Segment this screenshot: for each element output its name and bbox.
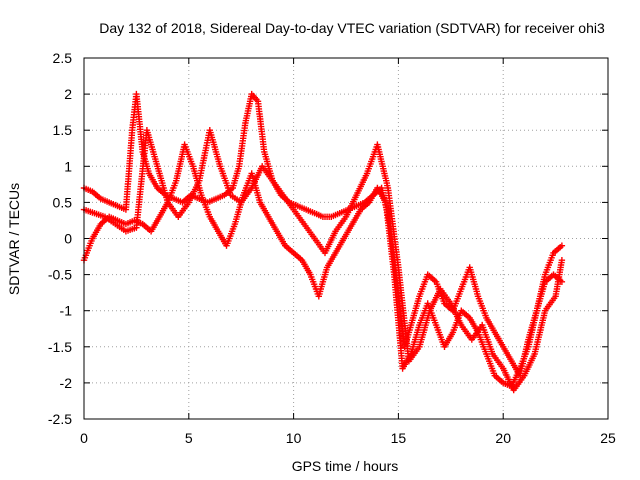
plot-frame [83, 57, 609, 420]
x-tick-label: 5 [185, 430, 193, 446]
y-tick-label: 2.5 [53, 50, 73, 66]
series-track-c [80, 127, 566, 394]
x-tick-label: 15 [391, 430, 407, 446]
x-tick-label: 10 [286, 430, 302, 446]
series-track-b [80, 141, 566, 390]
tick-labels: 0 5 10 15 20 25 -2.5 -2 -1.5 -1 -0.5 0 0.5 1 1.5 2 2.5 [48, 50, 616, 446]
y-tick-label: 0 [64, 231, 72, 247]
y-tick-label: -0.5 [48, 267, 72, 283]
data-points [80, 90, 566, 394]
y-tick-label: 2 [64, 86, 72, 102]
chart-title: Day 132 of 2018, Sidereal Day-to-day VTE… [99, 20, 605, 36]
y-axis-label: SDTVAR / TECUs [6, 183, 22, 295]
x-axis-label: GPS time / hours [292, 458, 399, 474]
y-tick-label: -1.5 [48, 339, 72, 355]
x-tick-label: 0 [80, 430, 88, 446]
y-tick-label: -1 [60, 303, 73, 319]
y-tick-label: -2 [60, 375, 73, 391]
y-tick-label: 0.5 [53, 194, 73, 210]
series-track-a [80, 90, 566, 379]
x-tick-label: 25 [600, 430, 616, 446]
data-point [558, 242, 566, 249]
data-point [558, 256, 566, 264]
x-tick-label: 20 [495, 430, 511, 446]
y-tick-label: 1 [64, 158, 72, 174]
y-tick-label: -2.5 [48, 411, 72, 427]
y-tick-label: 1.5 [53, 122, 73, 138]
